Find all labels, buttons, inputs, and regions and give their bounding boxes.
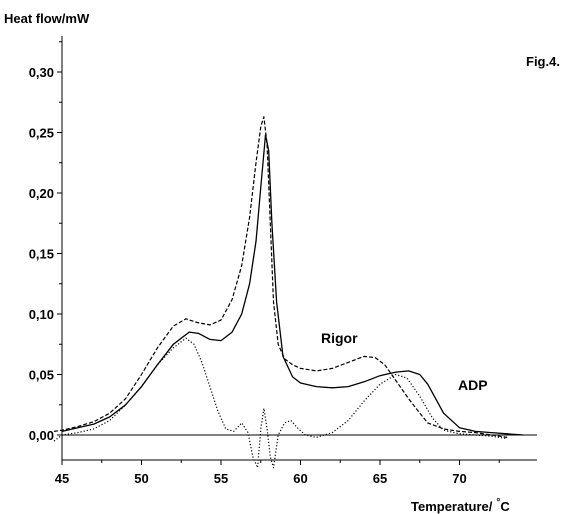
- y-tick-label: 0,05: [29, 368, 54, 383]
- y-tick-label: 0,30: [29, 65, 54, 80]
- x-tick-label: 55: [214, 471, 228, 486]
- figure-label: Fig.4.: [526, 54, 560, 69]
- y-tick-label: 0,15: [29, 247, 54, 262]
- y-axis-label: Heat flow/mW: [4, 11, 90, 26]
- series-solid-line: [61, 134, 524, 436]
- x-axis-label: Temperature/°C: [411, 497, 510, 514]
- x-axis-label-prefix: Temperature/: [411, 499, 493, 514]
- annotation-rigor: Rigor: [321, 330, 358, 346]
- y-tick-label: 0,10: [29, 307, 54, 322]
- y-tick-label: 0,25: [29, 126, 54, 141]
- x-axis-label-degree: °: [496, 497, 500, 508]
- x-tick-label: 65: [373, 471, 387, 486]
- series-dotted-line: [53, 337, 508, 469]
- y-tick-label: 0,20: [29, 186, 54, 201]
- x-axis-label-unit: C: [500, 499, 510, 514]
- annotation-adp: ADP: [458, 377, 488, 393]
- x-tick-label: 70: [452, 471, 466, 486]
- series-group: [53, 116, 524, 469]
- series-dashed-line: [53, 116, 508, 438]
- x-tick-label: 45: [55, 471, 69, 486]
- x-tick-label: 60: [293, 471, 307, 486]
- axis-ticks: 0,00 0,05 0,10 0,15 0,20 0,25 0,30 45 50 55 60 65 70: [29, 41, 500, 486]
- y-tick-label: 0,00: [29, 428, 54, 443]
- x-tick-label: 50: [134, 471, 148, 486]
